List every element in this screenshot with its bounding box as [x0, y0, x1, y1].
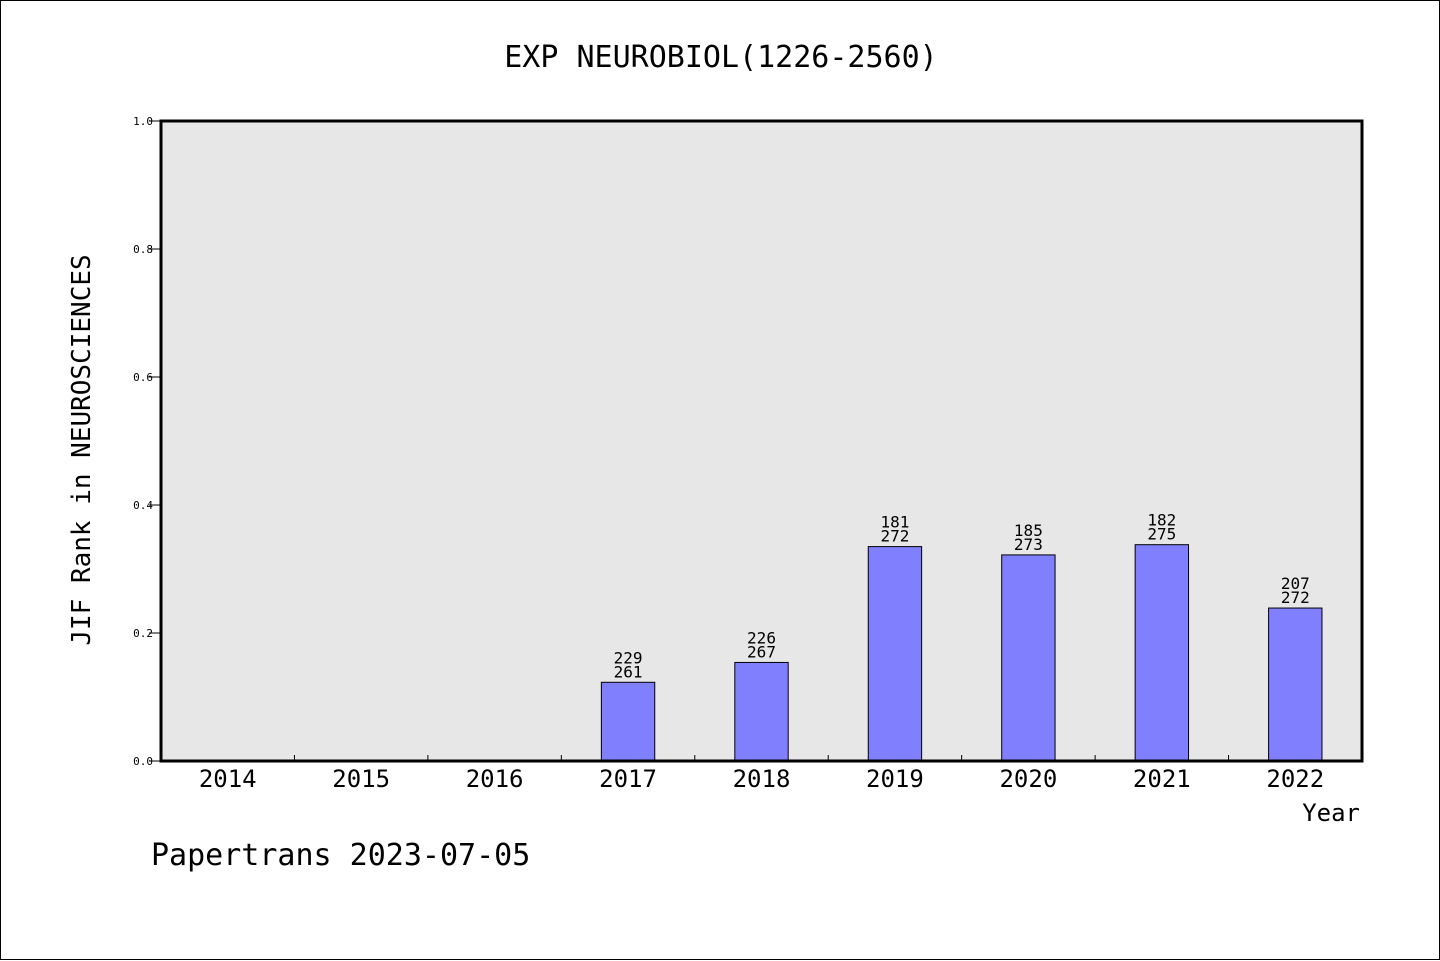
chart-title: EXP NEUROBIOL(1226-2560) — [504, 40, 937, 75]
y-tick-label: 1.0 — [133, 115, 153, 128]
x-tick-label: 2022 — [1266, 765, 1324, 793]
bar-total-label: 275 — [1147, 525, 1176, 544]
plot-frame — [159, 119, 1364, 763]
x-tick-label: 2020 — [999, 765, 1057, 793]
y-tick-label: 0.8 — [133, 243, 153, 256]
bar-2017 — [600, 681, 656, 762]
x-axis-ticks: 2014 2015 2016 2017 2018 2019 2020 2021 2022 — [199, 755, 1324, 793]
y-axis-label: JIF Rank in NEUROSCIENCES — [67, 254, 97, 645]
bar-2021 — [1134, 544, 1190, 762]
bar-total-label: 272 — [880, 527, 909, 546]
bars — [600, 544, 1323, 762]
y-tick-label: 0.4 — [133, 499, 153, 512]
x-tick-label: 2017 — [599, 765, 657, 793]
x-tick-label: 2016 — [466, 765, 524, 793]
x-axis-label: Year — [1302, 799, 1360, 827]
x-tick-label: 2015 — [332, 765, 390, 793]
bar-rank-label: 207 — [1281, 574, 1310, 593]
x-tick-label: 2018 — [733, 765, 791, 793]
bar-2019 — [867, 546, 923, 762]
x-tick-label: 2019 — [866, 765, 924, 793]
bar-2020 — [1001, 554, 1056, 762]
bar-rank-label: 229 — [614, 648, 643, 667]
y-tick-label: 0.2 — [133, 627, 153, 640]
bar-rank-label: 181 — [880, 513, 909, 532]
y-tick-label: 0.6 — [133, 371, 153, 384]
x-tick-label: 2014 — [199, 765, 257, 793]
bar-total-label: 273 — [1014, 535, 1043, 554]
bar-2018 — [734, 661, 789, 762]
bar-2022 — [1268, 607, 1323, 762]
y-axis-ticks: 0.0 0.2 0.4 0.6 0.8 1.0 — [133, 115, 161, 768]
y-tick-label: 0.0 — [133, 755, 153, 768]
bar-rank-label: 182 — [1147, 511, 1176, 530]
bar-total-label: 272 — [1281, 588, 1310, 607]
bar-rank-label: 226 — [747, 628, 776, 647]
watermark-text: Papertrans 2023-07-05 — [151, 838, 530, 873]
bar-total-label: 261 — [614, 662, 643, 681]
bar-total-label: 267 — [747, 642, 776, 661]
x-tick-label: 2021 — [1133, 765, 1191, 793]
bar-rank-label: 185 — [1014, 521, 1043, 540]
